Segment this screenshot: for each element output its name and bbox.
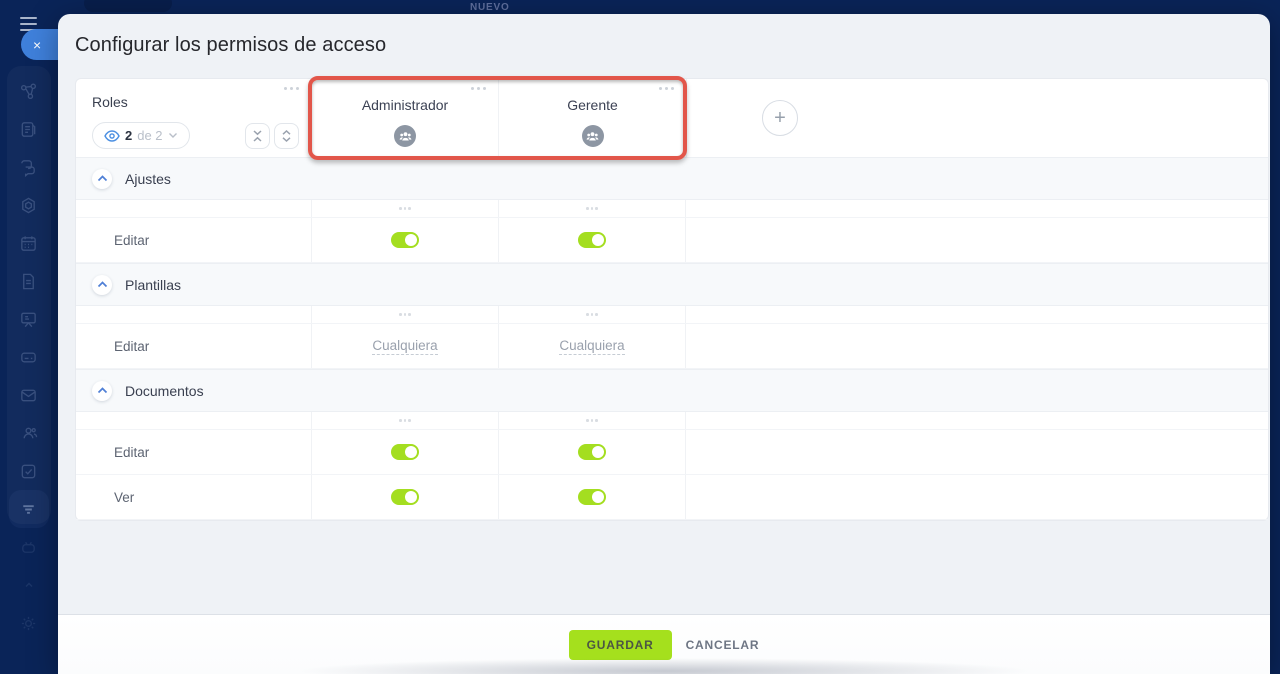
permission-cell <box>311 475 498 519</box>
permissions-table: Roles 2 de 2 <box>75 76 1269 521</box>
permissions-modal: Configurar los permisos de acceso Roles … <box>58 14 1270 674</box>
cell-handle <box>311 200 498 217</box>
group-avatar-icon <box>394 125 416 147</box>
permission-label: Editar <box>114 232 150 248</box>
roles-header-cell: Roles 2 de 2 <box>76 79 311 157</box>
permission-cell: Cualquiera <box>498 324 686 368</box>
modal-title: Configurar los permisos de acceso <box>75 34 387 56</box>
permission-cell <box>498 430 686 474</box>
save-button[interactable]: GUARDAR <box>568 629 672 660</box>
add-role-button[interactable]: + <box>762 100 798 136</box>
document-icon[interactable] <box>9 262 49 300</box>
column-menu-dots[interactable] <box>659 87 674 90</box>
cancel-button[interactable]: CANCELAR <box>685 637 760 652</box>
chevron-up-icon[interactable] <box>92 274 112 295</box>
drag-dots-icon[interactable] <box>399 313 411 316</box>
permission-row-ajustes-editar: Editar <box>76 218 1268 263</box>
toggle-on[interactable] <box>578 232 606 248</box>
caret-up-icon[interactable] <box>9 566 49 604</box>
permission-label: Editar <box>114 338 150 354</box>
share-icon[interactable] <box>9 72 49 110</box>
calendar-icon[interactable] <box>9 224 49 262</box>
toggle-on[interactable] <box>391 232 419 248</box>
column-menu-dots[interactable] <box>471 87 486 90</box>
toggle-on[interactable] <box>578 489 606 505</box>
mini-handle-row <box>76 200 1268 218</box>
drag-dots-icon[interactable] <box>399 207 411 210</box>
permission-cell <box>311 218 498 262</box>
cell-handle <box>311 412 498 429</box>
group-avatar-icon <box>581 125 604 147</box>
nuevo-nav-label: NUEVO <box>470 2 510 13</box>
cualquiera-link[interactable]: Cualquiera <box>372 337 438 355</box>
toggle-on[interactable] <box>391 489 419 505</box>
modal-footer: GUARDAR CANCELAR <box>58 614 1270 674</box>
roles-header-label: Roles <box>92 94 128 110</box>
collapse-icon <box>253 129 262 142</box>
section-label: Plantillas <box>125 276 182 293</box>
column-title: Gerente <box>567 97 618 113</box>
section-header-ajustes[interactable]: Ajustes <box>76 157 1268 200</box>
eye-icon <box>104 129 120 142</box>
background-toolbar-button <box>84 0 172 12</box>
gear-icon[interactable] <box>9 604 49 642</box>
roles-menu-dots[interactable] <box>284 87 299 90</box>
expand-icon <box>282 129 291 142</box>
permission-label: Ver <box>114 489 135 505</box>
close-icon: × <box>33 36 42 53</box>
toggle-on[interactable] <box>391 444 419 460</box>
chevron-up-icon[interactable] <box>92 380 112 401</box>
column-title: Administrador <box>361 97 449 113</box>
notes-icon[interactable] <box>9 110 49 148</box>
filter-icon[interactable] <box>8 490 49 528</box>
task-check-icon[interactable] <box>9 452 49 490</box>
permission-row-documentos-editar: Editar <box>76 430 1268 475</box>
cell-handle <box>498 306 686 323</box>
filter-count: 2 <box>125 128 133 143</box>
expand-all-button[interactable] <box>274 122 299 149</box>
mail-icon[interactable] <box>9 376 49 414</box>
presentation-icon[interactable] <box>9 300 49 338</box>
chevron-up-icon[interactable] <box>92 168 112 189</box>
drag-dots-icon[interactable] <box>586 419 598 422</box>
cell-handle <box>311 306 498 323</box>
sidebar <box>0 0 57 674</box>
section-header-plantillas[interactable]: Plantillas <box>76 263 1268 306</box>
cualquiera-link[interactable]: Cualquiera <box>559 337 625 355</box>
toggle-on[interactable] <box>578 444 606 460</box>
column-header-administrador[interactable]: Administrador <box>311 79 498 157</box>
table-header-row: Roles 2 de 2 <box>76 79 1268 157</box>
hexagon-icon[interactable] <box>9 186 49 224</box>
permission-row-documentos-ver: Ver <box>76 475 1268 520</box>
permission-cell <box>498 475 686 519</box>
drag-dots-icon[interactable] <box>399 419 411 422</box>
filter-of-label: de 2 <box>137 128 163 143</box>
cell-handle <box>498 200 686 217</box>
permission-cell: Cualquiera <box>311 324 498 368</box>
collapse-all-button[interactable] <box>245 122 270 149</box>
chat-icon[interactable] <box>9 148 49 186</box>
section-header-documentos[interactable]: Documentos <box>76 369 1268 412</box>
column-header-gerente[interactable]: Gerente <box>498 79 686 157</box>
section-label: Ajustes <box>125 170 171 187</box>
add-column-cell: + <box>686 79 1268 157</box>
bot-icon[interactable] <box>9 528 49 566</box>
roles-filter-chip[interactable]: 2 de 2 <box>92 122 190 149</box>
mini-handle-row <box>76 412 1268 430</box>
drag-dots-icon[interactable] <box>586 313 598 316</box>
mini-handle-row <box>76 306 1268 324</box>
footer-shadow <box>294 658 1034 674</box>
cell-handle <box>498 412 686 429</box>
users-icon[interactable] <box>9 414 49 452</box>
permission-label: Editar <box>114 444 150 460</box>
section-label: Documentos <box>125 382 204 399</box>
permission-cell <box>311 430 498 474</box>
card-icon[interactable] <box>9 338 49 376</box>
permission-cell <box>498 218 686 262</box>
drag-dots-icon[interactable] <box>586 207 598 210</box>
chevron-down-icon <box>168 133 177 138</box>
permission-row-plantillas-editar: Editar Cualquiera Cualquiera <box>76 324 1268 369</box>
